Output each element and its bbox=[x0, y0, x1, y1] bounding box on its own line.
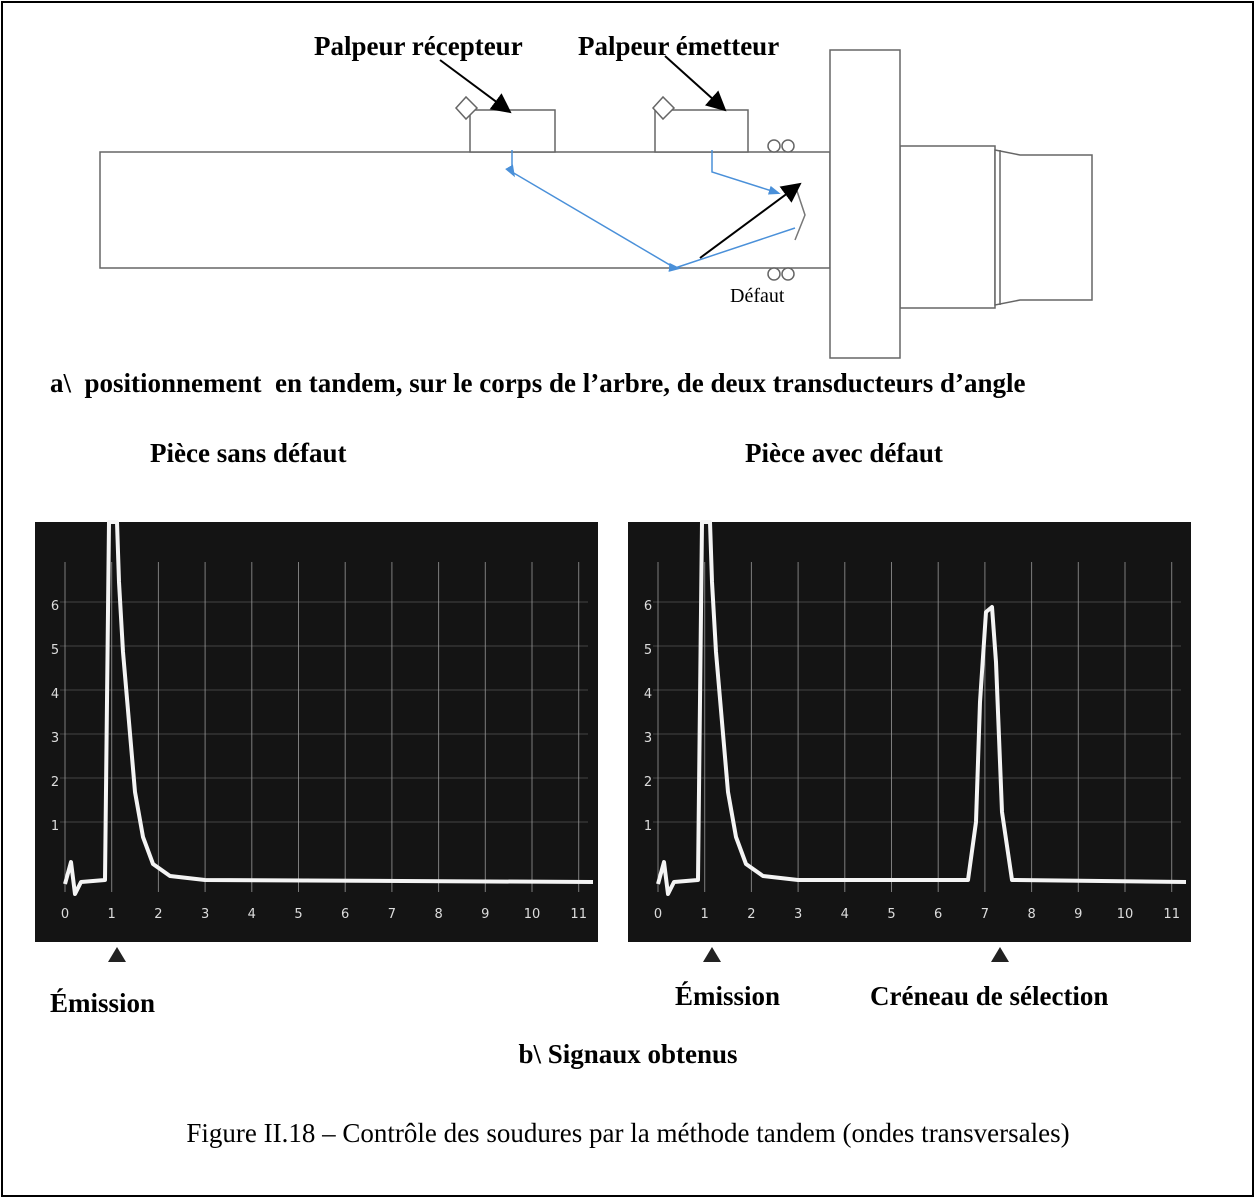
marker-triangle bbox=[991, 947, 1009, 962]
y-scale-label: 2 bbox=[644, 775, 652, 790]
x-scale-label: 10 bbox=[524, 907, 541, 922]
x-scale-label: 11 bbox=[570, 907, 587, 922]
x-scale-label: 4 bbox=[248, 907, 256, 922]
x-scale-label: 0 bbox=[654, 907, 662, 922]
y-scale-label: 1 bbox=[644, 819, 652, 834]
y-scale-label: 5 bbox=[51, 643, 59, 658]
screen-title: Pièce avec défaut bbox=[745, 438, 943, 468]
x-scale-label: 2 bbox=[154, 907, 162, 922]
receiver-label: Palpeur récepteur bbox=[314, 31, 523, 61]
marker-triangle bbox=[703, 947, 721, 962]
y-scale-label: 5 bbox=[644, 643, 652, 658]
x-scale-label: 9 bbox=[481, 907, 489, 922]
x-scale-label: 7 bbox=[388, 907, 396, 922]
emitter-label: Palpeur émetteur bbox=[578, 31, 779, 61]
marker-label: Émission bbox=[50, 988, 155, 1018]
y-scale-label: 1 bbox=[51, 819, 59, 834]
figure-caption: Figure II.18 – Contrôle des soudures par… bbox=[186, 1118, 1069, 1148]
caption-a: a\ positionnement en tandem, sur le corp… bbox=[50, 368, 1026, 398]
x-scale-label: 1 bbox=[108, 907, 116, 922]
y-scale-label: 3 bbox=[644, 731, 652, 746]
x-scale-label: 9 bbox=[1074, 907, 1082, 922]
x-scale-label: 1 bbox=[701, 907, 709, 922]
defect-label: Défaut bbox=[730, 285, 785, 307]
x-scale-label: 5 bbox=[887, 907, 895, 922]
x-scale-label: 3 bbox=[794, 907, 802, 922]
screen-title: Pièce sans défaut bbox=[150, 438, 346, 468]
shaft-drawing bbox=[100, 50, 1092, 358]
y-scale-label: 2 bbox=[51, 775, 59, 790]
x-scale-label: 3 bbox=[201, 907, 209, 922]
x-scale-label: 7 bbox=[981, 907, 989, 922]
y-scale-label: 4 bbox=[644, 687, 652, 702]
y-scale-label: 6 bbox=[51, 599, 59, 614]
x-scale-label: 5 bbox=[294, 907, 302, 922]
y-scale-label: 3 bbox=[51, 731, 59, 746]
label-arrow bbox=[440, 60, 510, 112]
marker-label: Créneau de sélection bbox=[870, 981, 1108, 1011]
x-scale-label: 0 bbox=[61, 907, 69, 922]
x-scale-label: 8 bbox=[1027, 907, 1035, 922]
label-arrow bbox=[665, 56, 725, 110]
x-scale-label: 10 bbox=[1117, 907, 1134, 922]
caption-b: b\ Signaux obtenus bbox=[518, 1039, 737, 1069]
x-scale-label: 6 bbox=[934, 907, 942, 922]
figure: Palpeur récepteur Palpeur émetteur Défau… bbox=[0, 0, 1256, 1200]
x-scale-label: 2 bbox=[747, 907, 755, 922]
marker-label: Émission bbox=[675, 981, 780, 1011]
marker-triangle bbox=[108, 947, 126, 962]
y-scale-label: 4 bbox=[51, 687, 59, 702]
page: Palpeur récepteur Palpeur émetteur Défau… bbox=[0, 0, 1256, 1200]
x-scale-label: 4 bbox=[841, 907, 849, 922]
x-scale-label: 11 bbox=[1163, 907, 1180, 922]
y-scale-label: 6 bbox=[644, 599, 652, 614]
x-scale-label: 8 bbox=[434, 907, 442, 922]
x-scale-label: 6 bbox=[341, 907, 349, 922]
